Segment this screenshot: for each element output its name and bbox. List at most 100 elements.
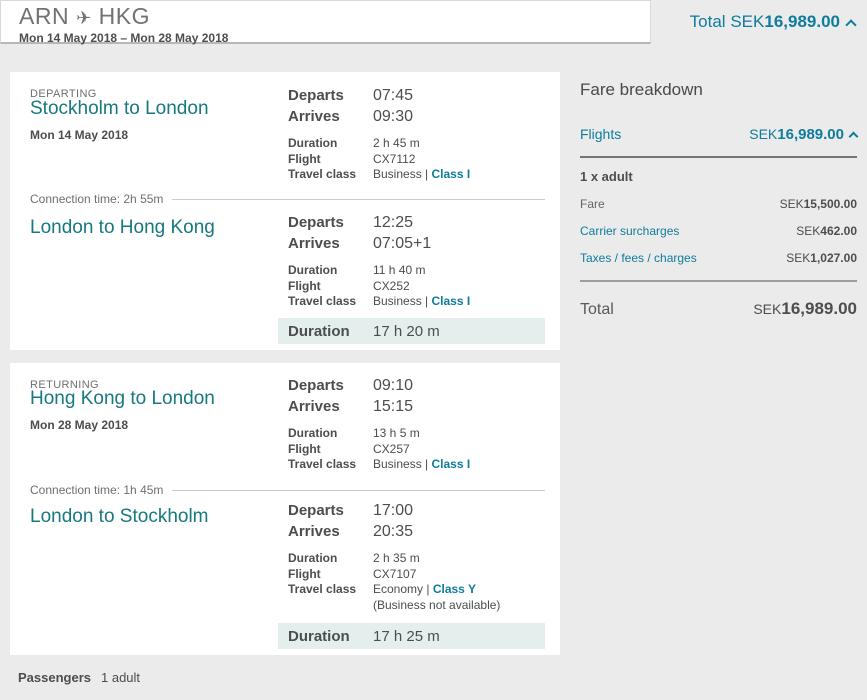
travel-class-value: Business | Class I [373, 167, 470, 183]
flights-link[interactable]: Flights [580, 126, 622, 142]
passenger-group-label: 1 x adult [580, 169, 633, 184]
flight-number: CX257 [373, 441, 410, 456]
fare-row-amount: SEK15,500.00 [780, 197, 857, 211]
arrives-label: Arrives [288, 523, 340, 540]
flight-label: Flight [288, 441, 321, 456]
journey-total-duration-value: 17 h 20 m [373, 322, 440, 340]
journey-total-duration: Duration 17 h 25 m [278, 623, 545, 649]
fare-row-amount: SEK1,027.00 [786, 251, 857, 265]
flights-currency: SEK [749, 126, 778, 142]
connection-time: Connection time: 1h 45m [30, 483, 545, 497]
segment-route-title: London to Hong Kong [30, 217, 215, 238]
fare-total-label: Total [580, 301, 614, 318]
connection-time-text: Connection time: 2h 55m [30, 192, 164, 206]
arrives-time: 09:30 [373, 108, 414, 125]
segment-route-title: Stockholm to London [30, 98, 209, 119]
carrier-surcharges-row: Carrier surcharges SEK462.00 [580, 224, 857, 238]
destination-code: HKG [98, 3, 150, 29]
header-total-amount: 16,989.00 [764, 12, 840, 31]
journey-card-returning: RETURNING Hong Kong to London Mon 28 May… [10, 363, 560, 655]
currency: SEK [779, 197, 804, 211]
chevron-up-icon [848, 131, 859, 142]
journey-date: Mon 14 May 2018 [30, 128, 129, 142]
amount: 462.00 [820, 224, 857, 238]
segment-route-title: Hong Kong to London [30, 388, 215, 409]
currency: SEK [796, 224, 821, 238]
journey-date: Mon 28 May 2018 [30, 418, 129, 432]
flight-number: CX252 [373, 278, 410, 293]
duration-label: Duration [288, 263, 338, 277]
amount: 16,989.00 [781, 299, 857, 318]
cabin-name: Business | [373, 294, 432, 308]
duration-value: 2 h 35 m [373, 551, 420, 565]
flights-amount: SEK16,989.00 [749, 126, 859, 143]
arrives-label: Arrives [288, 235, 340, 252]
departs-label: Departs [288, 377, 344, 394]
departs-label: Departs [288, 87, 344, 104]
passengers-value: 1 adult [101, 670, 141, 685]
travel-class-label: Travel class [288, 582, 357, 596]
booking-class: Class Y [432, 582, 476, 596]
flights-amount-value: 16,989.00 [777, 126, 844, 143]
connection-time-text: Connection time: 1h 45m [30, 483, 164, 497]
cabin-unavailable-note: (Business not available) [373, 597, 501, 612]
route-summary-box: ARN ✈ HKG Mon 14 May 2018 – Mon 28 May 201… [0, 0, 651, 45]
connection-divider-line [172, 198, 545, 200]
currency: SEK [753, 301, 782, 317]
travel-class-value: Economy | Class Y [373, 582, 476, 598]
fare-row: Fare SEK15,500.00 [580, 197, 857, 211]
arrives-time: 07:05+1 [373, 235, 432, 252]
connection-time: Connection time: 2h 55m [30, 192, 545, 206]
connection-divider-line [172, 489, 545, 491]
departs-time: 17:00 [373, 502, 414, 519]
travel-class-label: Travel class [288, 294, 357, 308]
header-total-toggle[interactable]: Total SEK16,989.00 [689, 12, 857, 32]
booking-class: Class I [431, 457, 471, 471]
segment-detail: Departs 09:10 Arrives 15:15 Duration 13 h 5… [288, 375, 550, 473]
amount: 1,027.00 [810, 251, 857, 265]
taxes-fees-charges-row: Taxes / fees / charges SEK1,027.00 [580, 251, 857, 265]
chevron-up-icon [845, 19, 857, 31]
duration-label: Duration [288, 136, 338, 150]
travel-class-value: Business | Class I [373, 294, 470, 310]
departs-label: Departs [288, 502, 344, 519]
arrives-label: Arrives [288, 108, 340, 125]
travel-class-value: Business | Class I [373, 457, 470, 473]
journey-total-duration-value: 17 h 25 m [373, 627, 440, 645]
flight-number: CX7107 [373, 566, 417, 581]
segment-route-title: London to Stockholm [30, 506, 209, 527]
duration-value: 13 h 5 m [373, 426, 420, 440]
departs-time: 12:25 [373, 214, 414, 231]
passengers-label: Passengers [18, 670, 91, 685]
flight-label: Flight [288, 151, 321, 166]
segment-detail: Departs 17:00 Arrives 20:35 Duration 2 h 35… [288, 500, 550, 613]
arrives-time: 15:15 [373, 398, 414, 415]
fare-row-amount: SEK462.00 [796, 224, 857, 238]
fare-breakdown-panel: Fare breakdown Flights SEK16,989.00 1 x … [580, 80, 859, 319]
cabin-name: Business | [373, 167, 432, 181]
header-total-label: Total [689, 12, 726, 31]
flights-fare-toggle[interactable]: Flights SEK16,989.00 [580, 126, 859, 158]
cabin-name: Business | [373, 457, 432, 471]
trip-date-range: Mon 14 May 2018 – Mon 28 May 2018 [19, 31, 229, 45]
duration-label: Duration [288, 627, 350, 645]
segment-detail: Departs 07:45 Arrives 09:30 Duration 2 h 45… [288, 85, 550, 183]
flight-label: Flight [288, 566, 321, 581]
booking-class: Class I [431, 294, 471, 308]
travel-class-label: Travel class [288, 167, 357, 181]
journey-direction-label: RETURNING [30, 379, 99, 391]
carrier-surcharges-link[interactable]: Carrier surcharges [580, 224, 680, 238]
route-title: ARN ✈ HKG [19, 4, 650, 30]
fare-divider [580, 280, 857, 282]
origin-code: ARN [19, 3, 70, 29]
arrives-label: Arrives [288, 398, 340, 415]
segment-detail: Departs 12:25 Arrives 07:05+1 Duration 11 h… [288, 212, 550, 310]
taxes-fees-charges-link[interactable]: Taxes / fees / charges [580, 251, 697, 265]
fare-total-row: Total SEK16,989.00 [580, 299, 857, 319]
travel-class-label: Travel class [288, 457, 357, 471]
fare-row-label: Fare [580, 197, 605, 211]
header-total-currency: SEK [730, 12, 765, 31]
departs-time: 09:10 [373, 377, 414, 394]
currency: SEK [786, 251, 811, 265]
duration-value: 2 h 45 m [373, 136, 420, 150]
